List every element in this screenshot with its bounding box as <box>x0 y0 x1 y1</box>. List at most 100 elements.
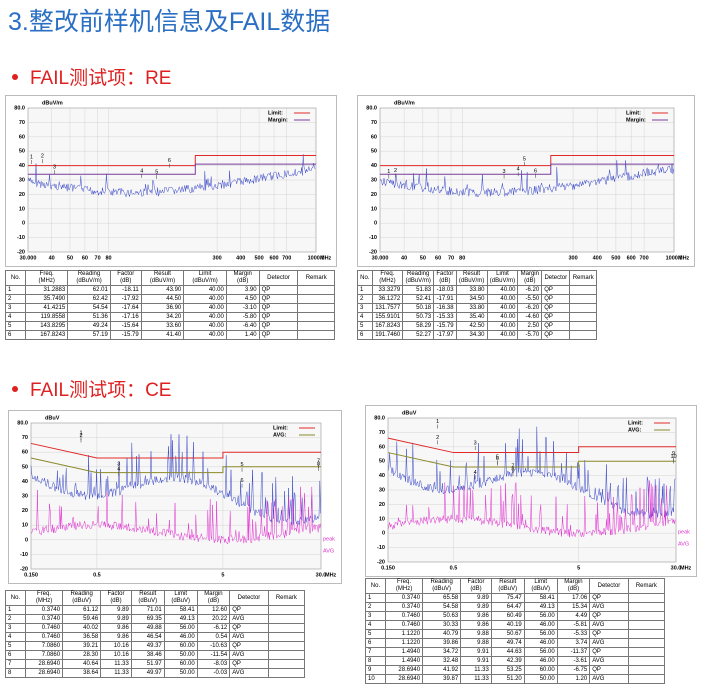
header-cell: Result (dBuV/m) <box>455 270 488 286</box>
marker-label: 4 <box>117 466 120 472</box>
cell <box>569 330 597 340</box>
cell: 3.74 <box>556 638 591 648</box>
result-table: No. Freq. (MHz) Reading (dBuV) Factor (dB) R… <box>5 590 306 678</box>
y-tick-label: 10 <box>19 206 25 212</box>
cell: -6.40 <box>225 321 260 331</box>
x-tick-label: 50 <box>420 255 426 261</box>
cell: -5.50 <box>517 294 543 304</box>
y-unit: dBuV/m <box>394 100 415 106</box>
x-tick-label: 300 <box>568 255 577 261</box>
x-tick-label: 40 <box>401 255 407 261</box>
cell: 10 <box>365 674 386 684</box>
x-tick-label: 0.150 <box>24 572 38 578</box>
y-tick-label: -20 <box>369 249 377 255</box>
cell: 28.6940 <box>24 659 64 669</box>
cell: 10.16 <box>100 650 132 660</box>
cell: 2 <box>357 294 373 304</box>
header-cell: Limit (dBuV) <box>523 578 558 594</box>
header-cell: Limit (dBuV/m) <box>183 270 227 286</box>
cell: 49.37 <box>130 641 165 651</box>
trace-label: AVG <box>323 548 334 554</box>
cell: 3 <box>365 611 386 621</box>
cell <box>267 650 306 660</box>
cell <box>569 303 597 313</box>
cell: 36.1272 <box>371 294 404 304</box>
cell: AVG <box>229 632 269 642</box>
cell: -3.10 <box>225 303 260 313</box>
cell: 0.7460 <box>24 623 64 633</box>
x-tick-label: 1000.0 <box>308 255 325 261</box>
y-tick-label: -10 <box>20 552 28 558</box>
y-tick-label: 60 <box>19 134 25 140</box>
data-row: 5 143.8295 49.24 -15.64 33.60 40.00 -6.40 QP <box>4 321 335 331</box>
marker-label: 1 <box>387 169 390 175</box>
header-row: No. Freq. (MHz) Reading (dBuV) Factor (dB) R… <box>365 578 666 594</box>
y-unit: dBuV/m <box>42 100 63 106</box>
cell: 40.19 <box>490 620 525 630</box>
emc-plot: 80.0 70 60 50 40 30 20 10 0 -10 -20 dBuV 0.150 0.5 5 30… <box>8 410 342 584</box>
data-row: 1 0.3740 61.12 9.89 71.01 58.41 12.60 QP <box>5 605 306 615</box>
measured-trace <box>387 480 676 538</box>
header-cell: Remark <box>627 578 666 594</box>
cell: 56.00 <box>523 629 558 639</box>
x-tick-label: 0.5 <box>450 565 458 571</box>
cell <box>297 294 335 304</box>
marker-label: 1 <box>79 431 82 437</box>
header-cell: Result (dBuV) <box>490 578 525 594</box>
marker-label: 4 <box>474 470 477 476</box>
cell: 9.88 <box>460 638 492 648</box>
cell: 40.00 <box>486 321 519 331</box>
cell <box>569 285 597 295</box>
cell: 35.7490 <box>25 294 69 304</box>
cell: 1 <box>5 605 26 615</box>
cell <box>627 665 666 675</box>
y-tick-label: 10 <box>379 516 385 522</box>
x-tick-label: 0.150 <box>381 565 395 571</box>
header-cell: Limit (dBuV/m) <box>486 270 519 286</box>
cell: 60.49 <box>490 611 525 621</box>
legend-label: Limit: <box>273 425 288 431</box>
cell: 8 <box>365 656 386 666</box>
header-cell: Margin (dB) <box>556 578 591 594</box>
cell: 4 <box>4 312 27 322</box>
cell: 58.41 <box>523 593 558 603</box>
cell: QP <box>541 312 571 322</box>
legend-label: Limit: <box>628 420 643 426</box>
marker-label: 9 <box>672 451 675 457</box>
limit-line <box>380 155 674 167</box>
cell: 9.86 <box>100 632 132 642</box>
cell: 46.00 <box>523 638 558 648</box>
y-tick-label: 30 <box>371 177 377 183</box>
x-tick-label: 60 <box>435 255 441 261</box>
cell: 0.3740 <box>24 614 64 624</box>
cell: 50.00 <box>163 650 198 660</box>
data-row: 5 7.0860 39.21 10.16 49.37 60.00 -10.63 QP <box>5 641 306 651</box>
cell: 40.00 <box>183 330 227 340</box>
cell: -15.64 <box>109 321 142 331</box>
legend-label: Limit: <box>626 110 641 116</box>
data-row: 8 1.4940 32.48 9.91 42.39 46.00 -3.61 AVG <box>365 656 666 666</box>
cell: 49.97 <box>130 668 165 678</box>
data-row: 3 0.7460 50.63 9.86 60.49 56.00 4.49 QP <box>365 611 666 621</box>
marker-label: 3 <box>474 441 477 447</box>
x-tick-label: 60 <box>82 255 88 261</box>
cell: 1.40 <box>225 330 260 340</box>
cell: 9.89 <box>460 602 492 612</box>
cell: 30.33 <box>422 620 462 630</box>
cell: 43.90 <box>140 285 185 295</box>
y-tick-label: 40 <box>19 163 25 169</box>
cell: 56.00 <box>523 611 558 621</box>
cell: 51.97 <box>130 659 165 669</box>
cell: 28.30 <box>62 650 102 660</box>
cell: 7 <box>5 659 26 669</box>
data-row: 6 7.0860 28.30 10.16 38.46 50.00 -11.54 AVG <box>5 650 306 660</box>
cell: -8.03 <box>196 659 231 669</box>
cell: QP <box>258 312 299 322</box>
cell: -18.03 <box>433 285 457 295</box>
marker-label: 6 <box>534 168 537 174</box>
cell: 28.6940 <box>384 665 424 675</box>
x-tick-label: 700 <box>640 255 649 261</box>
cell: 42.50 <box>455 321 488 331</box>
trace-label: peak <box>323 536 335 542</box>
cell: QP <box>258 321 299 331</box>
